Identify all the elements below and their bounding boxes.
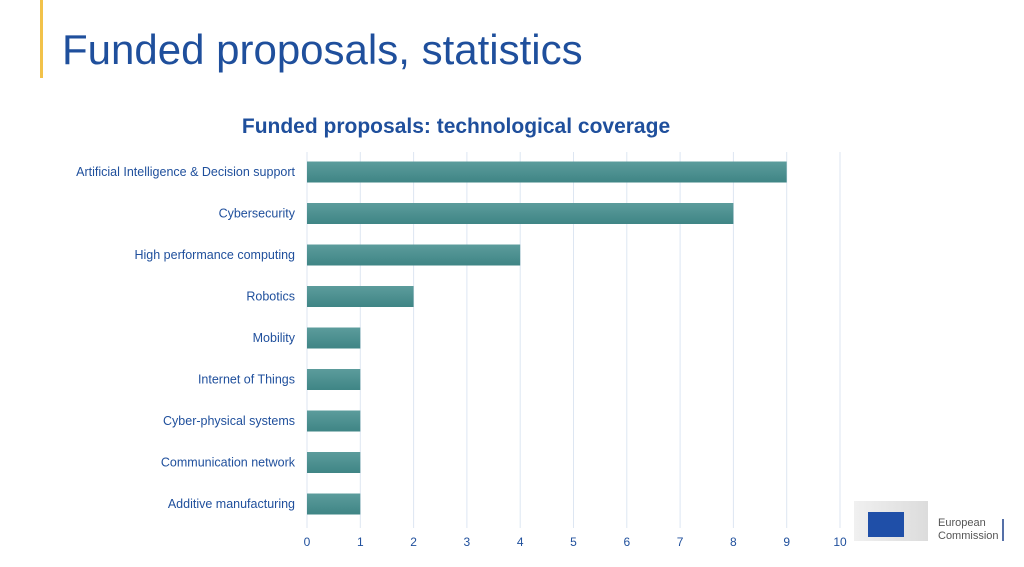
bar [307,369,361,390]
slide-title: Funded proposals, statistics [62,26,583,73]
bar [307,452,361,473]
category-label: Cybersecurity [219,207,296,221]
eu-flag-icon [868,512,904,537]
x-tick-label: 0 [304,535,311,549]
category-label: Cyber-physical systems [163,414,295,428]
x-tick-label: 2 [410,535,417,549]
category-label: Communication network [161,456,296,470]
bar [307,244,521,266]
category-label: Additive manufacturing [168,497,295,511]
x-tick-label: 6 [623,535,630,549]
x-tick-label: 7 [677,535,684,549]
category-label: Mobility [253,331,296,345]
bar [307,286,414,307]
category-label: High performance computing [135,248,296,262]
european-commission-logo: European Commission [852,497,1017,547]
logo-text-1: European [938,517,986,529]
bar [307,410,361,432]
bar [307,493,361,515]
x-tick-label: 4 [517,535,524,549]
x-tick-label: 9 [783,535,790,549]
category-label: Artificial Intelligence & Decision suppo… [76,165,295,179]
x-tick-label: 5 [570,535,577,549]
category-label: Internet of Things [198,373,295,387]
x-tick-label: 1 [357,535,364,549]
title-accent-bar [40,0,43,78]
logo-text-2: Commission [938,530,999,542]
bar [307,161,787,183]
bar [307,327,361,349]
x-tick-label: 10 [833,535,847,549]
chart-title: Funded proposals: technological coverage [242,115,670,138]
logo-divider [1002,519,1004,541]
x-tick-label: 3 [464,535,471,549]
x-tick-label: 8 [730,535,737,549]
category-label: Robotics [246,290,295,304]
bar [307,203,734,224]
